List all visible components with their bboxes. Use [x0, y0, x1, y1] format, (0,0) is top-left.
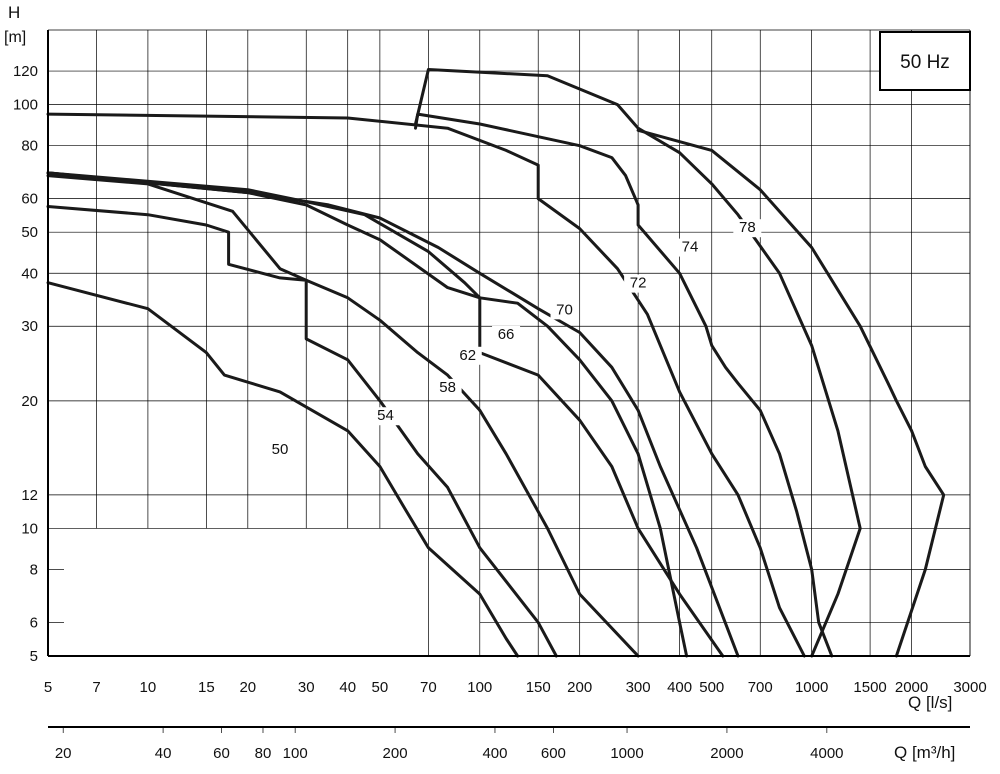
pump-curve-50: [46, 281, 520, 658]
x-tick-label: 40: [339, 679, 356, 696]
curve-label-bg: [265, 440, 294, 459]
curve-label: 58: [439, 379, 456, 396]
curve-label-bg: [371, 407, 400, 426]
y-axis-title: H: [8, 3, 20, 22]
x2-tick-label: 20: [55, 745, 72, 762]
x-tick-label: 100: [467, 679, 492, 696]
curve-label-bg: [433, 378, 462, 397]
curve-label: 50: [272, 441, 289, 458]
y-tick-label: 100: [13, 97, 38, 114]
x2-tick-label: 2000: [710, 745, 743, 762]
pump-curve-54: [46, 205, 558, 658]
pump-curve-78: [414, 68, 862, 658]
curve-label-bg: [676, 238, 705, 257]
x2-tick-label: 400: [482, 745, 507, 762]
x-tick-label: 400: [667, 679, 692, 696]
y-tick-label: 12: [21, 487, 38, 504]
pump-curve-72: [46, 112, 806, 658]
x-tick-label: 5: [44, 679, 52, 696]
pump-curve-58: [46, 174, 640, 658]
x-tick-label: 7: [92, 679, 100, 696]
x2-tick-label: 200: [383, 745, 408, 762]
curve-label-bg: [624, 274, 653, 293]
curve-label-bg: [550, 301, 579, 320]
pump-curve-66: [46, 171, 689, 658]
y-tick-label: 80: [21, 138, 38, 155]
frequency-label: 50 Hz: [900, 52, 950, 73]
y-tick-label: 5: [30, 648, 38, 665]
x2-tick-label: 4000: [810, 745, 843, 762]
x-tick-label: 15: [198, 679, 215, 696]
x-tick-label: 20: [239, 679, 256, 696]
curve-label: 72: [630, 275, 647, 292]
x-tick-label: 10: [140, 679, 157, 696]
y-tick-label: 10: [21, 520, 38, 537]
y-axis-unit: [m]: [4, 29, 26, 46]
pump-curve-outer: [636, 128, 946, 658]
x2-tick-label: 40: [155, 745, 172, 762]
curve-label: 62: [459, 347, 476, 364]
y-tick-label: 60: [21, 191, 38, 208]
pump-curve-74: [414, 112, 834, 658]
curve-label-bg: [453, 346, 482, 365]
x-tick-label: 70: [420, 679, 437, 696]
pump-curve-70: [46, 171, 740, 658]
frequency-box: [879, 31, 971, 91]
x-tick-label: 1000: [795, 679, 828, 696]
x-tick-label: 1500: [853, 679, 886, 696]
curve-label: 78: [739, 219, 756, 236]
x-tick-label: 50: [372, 679, 389, 696]
x2-tick-label: 60: [213, 745, 230, 762]
y-tick-label: 20: [21, 393, 38, 410]
y-tick-label: 120: [13, 63, 38, 80]
x-tick-label: 200: [567, 679, 592, 696]
tick-labels: 5 7 10 15 20 30 40 50 70 100 150 200 300 400 500 700 100…: [13, 63, 987, 762]
y-tick-label: 40: [21, 265, 38, 282]
curve-label: 54: [377, 407, 394, 424]
x-tick-label: 3000: [953, 679, 986, 696]
y-tick-label: 6: [30, 614, 38, 631]
x-tick-label: 500: [699, 679, 724, 696]
curve-label: 74: [682, 239, 699, 256]
x-tick-label: 30: [298, 679, 315, 696]
y-tick-label: 30: [21, 318, 38, 335]
curve-label-bg: [733, 219, 762, 238]
x-axis-title: Q [l/s]: [908, 693, 952, 712]
x-tick-label: 150: [526, 679, 551, 696]
y-tick-label: 8: [30, 561, 38, 578]
x-tick-label: 2000: [895, 679, 928, 696]
curve-label-bg: [492, 325, 521, 344]
x2-tick-label: 600: [541, 745, 566, 762]
x2-axis-title: Q [m³/h]: [894, 743, 955, 762]
curve-label: 66: [498, 326, 515, 343]
x-tick-label: 700: [748, 679, 773, 696]
pump-curve-62: [46, 171, 725, 658]
y-tick-label: 50: [21, 224, 38, 241]
curve-label: 70: [556, 301, 573, 318]
x-tick-label: 300: [626, 679, 651, 696]
x2-tick-label: 100: [283, 745, 308, 762]
x2-tick-label: 80: [255, 745, 272, 762]
axes: [47, 29, 971, 733]
x2-tick-label: 1000: [610, 745, 643, 762]
